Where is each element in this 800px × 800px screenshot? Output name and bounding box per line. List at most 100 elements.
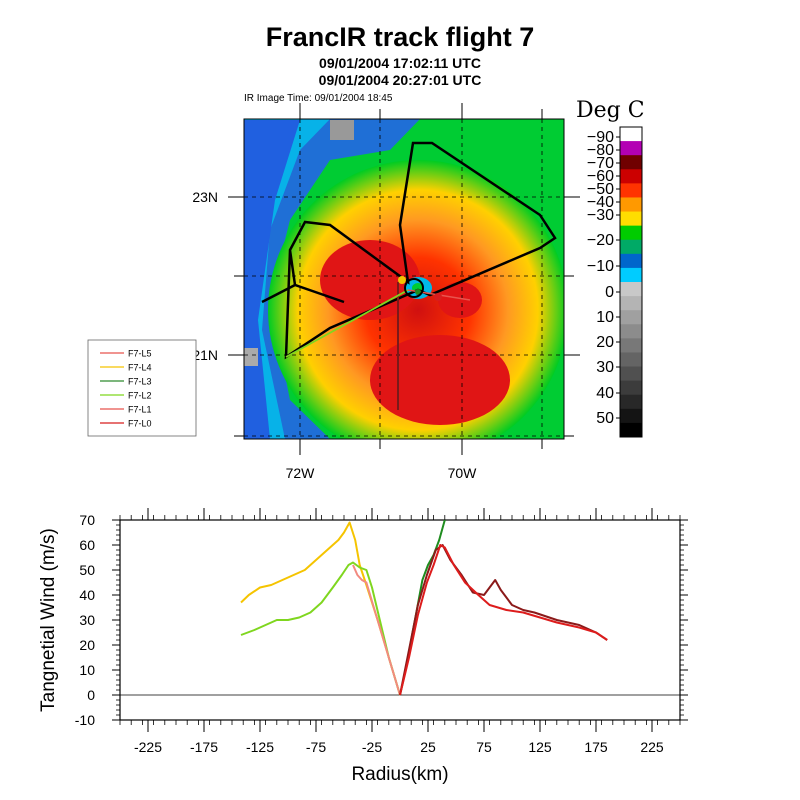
series-line-f7-l0: [399, 544, 608, 696]
colorbar-segment: [620, 408, 642, 424]
x-axis-label: Radius(km): [351, 764, 448, 785]
subtitle-start-time: 09/01/2004 17:02:11 UTC: [319, 55, 481, 71]
colorbar-segment: [620, 366, 642, 382]
series-line-f7-l5: [352, 564, 401, 696]
wind-series: [240, 519, 608, 696]
colorbar-tick-label: −80: [587, 142, 614, 159]
x-tick-label: -175: [190, 739, 218, 755]
colorbar-tick-labels: −90−80−70−60−50−40−30 −20 −10 0 10 20 30 40 50: [587, 129, 620, 427]
y-tick-label: 70: [79, 512, 95, 528]
y-tick-label: 0: [87, 687, 95, 703]
colorbar-tick-label: 0: [605, 284, 614, 301]
colorbar-segment: [620, 211, 642, 227]
colorbar: [619, 126, 643, 438]
colorbar-segment: [620, 253, 642, 269]
lat-label-21n: 21N: [192, 347, 218, 363]
y-tick-label: 20: [79, 637, 95, 653]
y-tick-label: -10: [75, 712, 95, 728]
colorbar-title: Deg C: [576, 98, 645, 123]
x-tick-label: 225: [640, 739, 664, 755]
colorbar-segment: [620, 225, 642, 241]
colorbar-tick-label: −30: [587, 207, 614, 224]
x-tick-label: -75: [306, 739, 326, 755]
ir-image-time: IR Image Time: 09/01/2004 18:45: [244, 93, 393, 104]
colorbar-segment: [620, 141, 642, 156]
plot-area: [119, 519, 681, 721]
colorbar-segment: [620, 394, 642, 410]
y-axis-ticks: -10 0 10 20 30 40 50 60 70: [75, 512, 688, 728]
legend-label: F7-L5: [128, 349, 152, 359]
legend-label: F7-L2: [128, 391, 152, 401]
colorbar-tick-label: −10: [587, 258, 614, 275]
colorbar-tick-label: 10: [596, 309, 614, 326]
map-legend-box: [87, 339, 197, 437]
map-gridlines: [244, 119, 564, 439]
y-tick-label: 30: [79, 612, 95, 628]
series-line-f7-l2: [240, 561, 401, 696]
colorbar-tick-label: −60: [587, 168, 614, 185]
tangential-wind-chart: -225 -175 -125 -75 -25 25 75 125 175 225 -10 0 10 20…: [38, 508, 688, 785]
colorbar-segment: [620, 183, 642, 198]
cloud-grey-patch-2: [244, 348, 258, 366]
lat-label-23n: 23N: [192, 189, 218, 205]
track-eye-loop: [404, 278, 424, 298]
colorbar-segment: [620, 267, 642, 283]
colorbar-segment: [620, 310, 642, 325]
colorbar-segment: [620, 352, 642, 368]
colorbar-segment: [620, 239, 642, 255]
map-axis-ticks: [228, 103, 580, 455]
y-tick-label: 10: [79, 662, 95, 678]
convection-core-south: [370, 335, 510, 425]
x-axis-ticks: -225 -175 -125 -75 -25 25 75 125 175 225: [134, 508, 664, 755]
colorbar-tick-label: −50: [587, 181, 614, 198]
legend-label: F7-L0: [128, 419, 152, 429]
x-tick-label: 175: [584, 739, 608, 755]
y-tick-label: 50: [79, 562, 95, 578]
x-tick-label: -125: [246, 739, 274, 755]
x-tick-label: -25: [362, 739, 382, 755]
colorbar-tick-label: 50: [596, 410, 614, 427]
series-line-f7-l1: [399, 544, 608, 696]
y-axis-label: Tangnetial Wind (m/s): [38, 528, 59, 712]
y-tick-label: 40: [79, 587, 95, 603]
colorbar-segment: [620, 282, 642, 297]
cloud-grey-patch: [330, 120, 354, 140]
page-title: FrancIR track flight 7: [265, 22, 535, 52]
x-tick-label: 125: [528, 739, 552, 755]
colorbar-segment: [620, 380, 642, 396]
legend-label: F7-L4: [128, 363, 152, 373]
colorbar-tick-label: −20: [587, 232, 614, 249]
ir-satellite-map: [244, 119, 564, 439]
x-tick-label: 75: [476, 739, 492, 755]
colorbar-segment: [620, 169, 642, 184]
colorbar-tick-label: 40: [596, 385, 614, 402]
x-tick-label: -225: [134, 739, 162, 755]
colorbar-tick-label: −70: [587, 155, 614, 172]
colorbar-segment: [620, 296, 642, 311]
subtitle-end-time: 09/01/2004 20:27:01 UTC: [318, 72, 482, 88]
colorbar-segment: [620, 422, 642, 438]
legend-label: F7-L3: [128, 377, 152, 387]
lon-label-72w: 72W: [286, 465, 316, 481]
colorbar-tick-label: −40: [587, 194, 614, 211]
cold-region-blue: [244, 119, 420, 439]
map-frame: [243, 118, 565, 440]
colorbar-segment: [620, 127, 642, 142]
legend-label: F7-L1: [128, 405, 152, 415]
track-marker-l4: [398, 276, 406, 284]
y-tick-label: 60: [79, 537, 95, 553]
track-marker-l0: [434, 293, 442, 301]
convection-core-east: [438, 282, 482, 318]
colorbar-segment: [620, 197, 642, 213]
map-legend: F7-L5 F7-L4 F7-L3 F7-L2 F7-L1 F7-L0: [100, 349, 152, 429]
colorbar-segment: [620, 155, 642, 170]
colorbar-segment: [620, 324, 642, 339]
x-tick-label: 25: [420, 739, 436, 755]
colorbar-segment: [620, 338, 642, 353]
colorbar-frame: [619, 126, 643, 438]
colorbar-tick-label: −90: [587, 129, 614, 146]
flight-leg-l2: [285, 289, 409, 358]
colorbar-tick-label: 20: [596, 334, 614, 351]
track-marker-l3: [415, 289, 421, 295]
